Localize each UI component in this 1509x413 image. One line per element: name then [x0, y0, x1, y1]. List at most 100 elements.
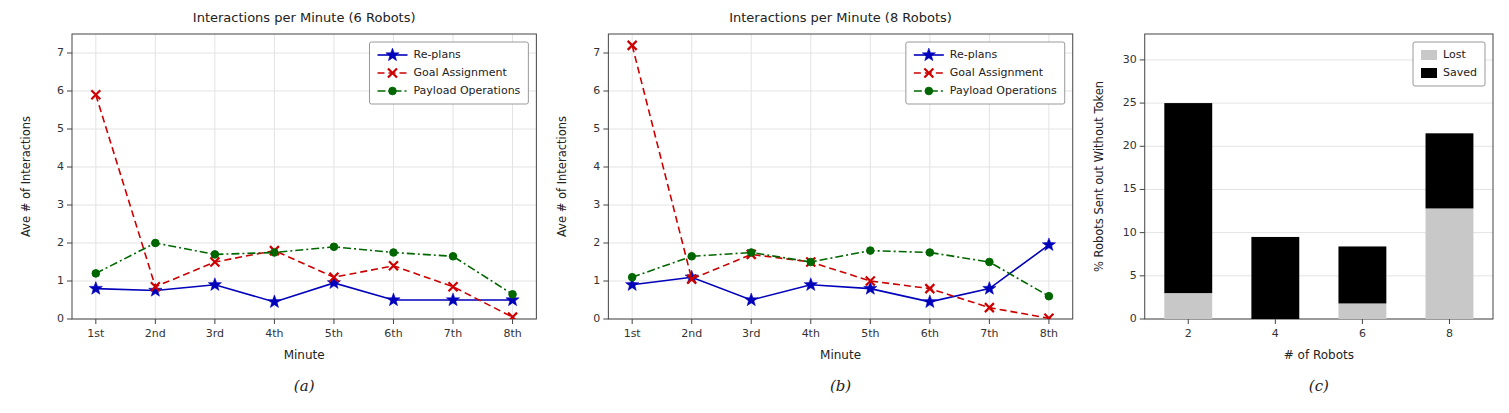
- point: [330, 243, 338, 251]
- x-tick-label: 3rd: [206, 327, 224, 340]
- y-tick: [67, 205, 72, 206]
- legend-box: [906, 42, 1065, 104]
- y-tick-label: 25: [1123, 96, 1137, 109]
- y-tick: [603, 281, 608, 282]
- x-tick: [632, 319, 633, 324]
- bar: [1251, 237, 1299, 319]
- background: [0, 0, 1509, 413]
- legend-label: Re-plans: [950, 48, 998, 61]
- grid-line: [608, 167, 1072, 168]
- bar: [1164, 103, 1212, 293]
- x-tick: [214, 319, 215, 324]
- x-tick: [929, 319, 930, 324]
- point: [271, 249, 279, 257]
- x-tick-label: 7th: [444, 327, 462, 340]
- plot-area: [608, 34, 1072, 319]
- x-tick-label: 2nd: [681, 327, 702, 340]
- x-tick-label: 6: [1359, 327, 1366, 340]
- x-tick: [1449, 319, 1450, 324]
- y-tick-label: 6: [593, 84, 600, 97]
- point: [91, 90, 100, 99]
- y-tick: [603, 129, 608, 130]
- point: [387, 293, 400, 306]
- x-tick: [810, 319, 811, 324]
- plot-area: [1145, 34, 1493, 319]
- point: [747, 249, 755, 257]
- y-tick: [67, 129, 72, 130]
- x-tick: [1188, 319, 1189, 324]
- y-tick: [67, 53, 72, 54]
- y-tick-label: 2: [593, 236, 600, 249]
- x-tick: [453, 319, 454, 324]
- x-tick: [274, 319, 275, 324]
- legend: LostSaved: [1413, 42, 1485, 86]
- point: [508, 313, 517, 319]
- plot-area: [72, 34, 536, 319]
- frame: [1145, 34, 1493, 319]
- y-tick: [1140, 232, 1145, 233]
- y-tick-label: 0: [57, 312, 64, 325]
- y-tick: [1140, 275, 1145, 276]
- point: [1042, 238, 1055, 251]
- frame: [608, 34, 1072, 319]
- point: [390, 249, 398, 257]
- y-tick: [603, 91, 608, 92]
- grid-line: [810, 34, 811, 319]
- point: [208, 278, 221, 291]
- data-layer: [1164, 103, 1473, 319]
- x-axis-label: # of Robots: [1284, 348, 1354, 362]
- point: [446, 293, 459, 306]
- point: [688, 252, 696, 260]
- x-tick-label: 4th: [802, 327, 820, 340]
- sub-label: (c): [1309, 377, 1329, 395]
- y-tick-label: 20: [1123, 139, 1137, 152]
- point: [449, 282, 458, 291]
- title: Interactions per Minute (6 Robots): [193, 10, 416, 25]
- legend-box: [369, 42, 528, 104]
- legend-marker: [389, 87, 397, 95]
- y-tick: [67, 91, 72, 92]
- grid-line: [608, 205, 1072, 206]
- panel: 012345671st2nd3rd4th5th6th7th8thInteract…: [19, 10, 536, 395]
- x-tick-label: 7th: [980, 327, 998, 340]
- legend: Re-plansGoal AssignmentPayload Operation…: [369, 42, 528, 104]
- x-tick-label: 1st: [87, 327, 105, 340]
- point: [985, 303, 994, 312]
- x-tick-label: 6th: [384, 327, 402, 340]
- y-tick-label: 4: [593, 160, 600, 173]
- x-tick-label: 5th: [861, 327, 879, 340]
- bar: [1426, 133, 1474, 208]
- x-tick-label: 8th: [503, 327, 521, 340]
- x-tick: [870, 319, 871, 324]
- legend-label: Re-plans: [413, 48, 461, 61]
- y-tick: [603, 243, 608, 244]
- point: [687, 275, 696, 284]
- y-tick-label: 30: [1123, 53, 1137, 66]
- y-tick: [603, 319, 608, 320]
- bar: [1338, 246, 1386, 303]
- y-tick: [603, 205, 608, 206]
- sub-label: (a): [294, 377, 315, 395]
- legend-marker: [924, 69, 933, 78]
- grid-line: [72, 205, 536, 206]
- legend-label: Lost: [1443, 48, 1466, 61]
- legend-box: [1413, 42, 1485, 86]
- y-tick-label: 1: [57, 274, 64, 287]
- point: [151, 282, 160, 291]
- figure: 012345671st2nd3rd4th5th6th7th8thInteract…: [0, 0, 1509, 413]
- x-tick-label: 2nd: [145, 327, 166, 340]
- y-tick: [67, 281, 72, 282]
- point: [807, 258, 815, 266]
- x-tick: [1362, 319, 1363, 324]
- y-tick: [1140, 189, 1145, 190]
- y-tick-label: 15: [1123, 182, 1137, 195]
- y-tick: [67, 167, 72, 168]
- grid-line: [72, 167, 536, 168]
- x-tick: [393, 319, 394, 324]
- x-tick-label: 8: [1446, 327, 1453, 340]
- y-tick-label: 5: [593, 122, 600, 135]
- legend-label: Payload Operations: [413, 84, 520, 97]
- point: [89, 282, 102, 295]
- x-tick-label: 2: [1185, 327, 1192, 340]
- legend-label: Goal Assignment: [950, 66, 1044, 79]
